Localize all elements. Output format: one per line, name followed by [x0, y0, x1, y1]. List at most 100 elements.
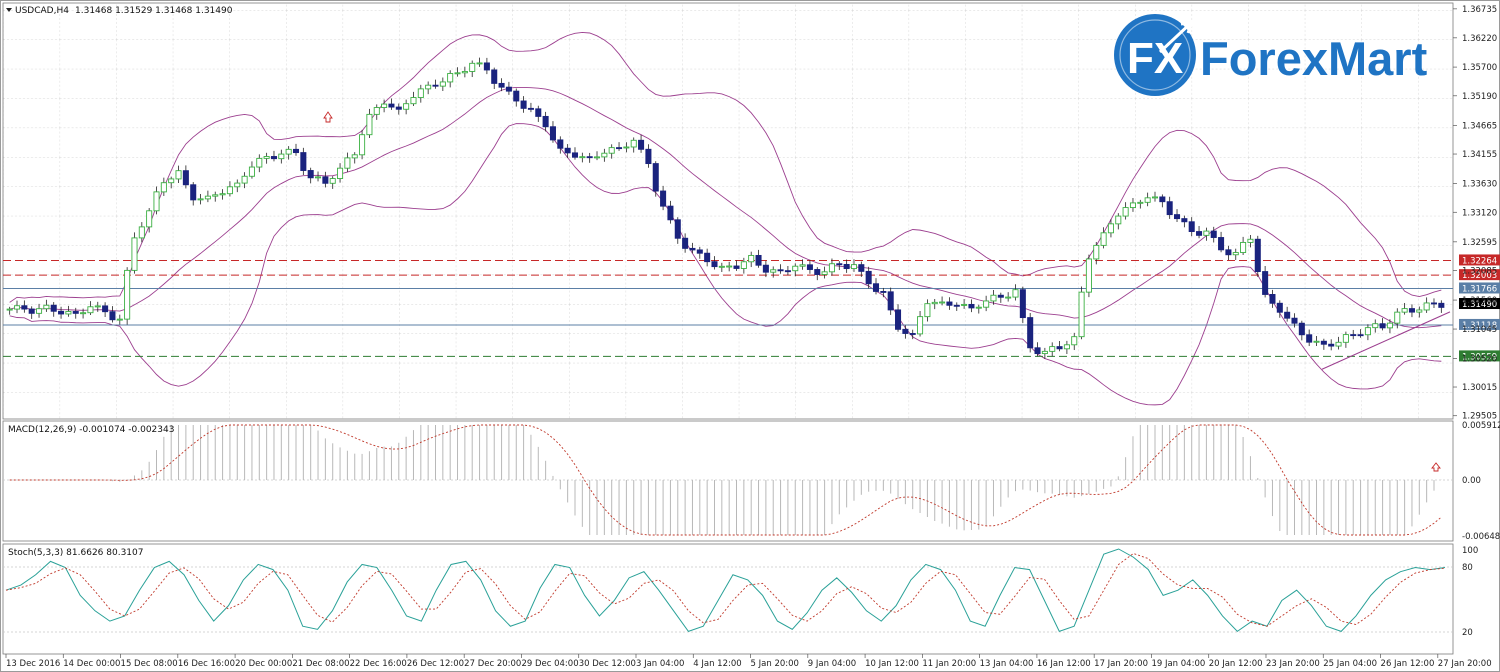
macd-title: MACD(12,26,9) -0.001074 -0.002343 [8, 425, 174, 435]
candle-body [160, 182, 167, 193]
candle-body [50, 304, 57, 312]
candle-body [674, 219, 681, 239]
candle-body [549, 126, 556, 141]
bollinger-middle-band [9, 86, 1442, 329]
time-tick-label: 16 Dec 16:00 [178, 659, 235, 669]
price-tick-label: 1.29505 [1462, 412, 1497, 422]
main-price-pane[interactable]: 1.32264 1.32003 1.31766 1.31490 1.31118 1.305… [2, 2, 1500, 422]
candle-body [1408, 308, 1415, 313]
candle-body [564, 147, 571, 154]
time-tick-label: 20 Jan 12:00 [1209, 659, 1263, 669]
price-tag: 1.30559 [1459, 350, 1500, 362]
candle-body [1056, 346, 1063, 350]
candle-body [593, 156, 601, 159]
candle-body [616, 147, 623, 150]
trendline[interactable] [1321, 311, 1451, 370]
candle-body [403, 103, 410, 110]
candle-body [733, 265, 740, 269]
candle-body [1401, 308, 1408, 313]
stoch-tick-label: 20 [1462, 628, 1473, 638]
candle-body [1276, 302, 1283, 313]
candle-body [300, 152, 307, 171]
price-tick-label: 1.33630 [1462, 180, 1497, 190]
candle-body [1386, 322, 1393, 329]
price-tick-label: 1.34665 [1462, 121, 1497, 131]
price-tag-label: 1.31490 [1462, 300, 1497, 310]
candle-body [645, 148, 652, 165]
candle-body [153, 191, 160, 212]
candle-body [924, 303, 931, 318]
price-tick-label: 1.32595 [1462, 238, 1497, 248]
candle-body [806, 264, 813, 270]
candle-body [461, 71, 468, 74]
time-tick-label: 27 Jan 20:00 [1438, 659, 1492, 669]
price-tick-label: 1.36220 [1462, 34, 1497, 44]
candle-body [168, 178, 175, 184]
candle-body [102, 305, 109, 313]
candle-body [777, 269, 784, 272]
time-tick-label: 26 Dec 12:00 [407, 659, 464, 669]
stochastic-pane[interactable]: Stoch(5,3,3) 81.6626 80.3107 100 80 20 [2, 543, 1478, 655]
candle-body [381, 103, 388, 108]
candle-body [799, 264, 806, 267]
candle-body [1379, 323, 1386, 329]
candle-body [80, 312, 87, 315]
candle-body [359, 134, 366, 156]
time-tick-label: 30 Dec 12:00 [579, 659, 636, 669]
time-tick-label: 10 Jan 12:00 [865, 659, 919, 669]
candle-body [1254, 238, 1261, 273]
candle-body [571, 152, 579, 158]
price-axis: 1.36735 1.36220 1.35700 1.35190 1.34665 1.341… [1453, 5, 1497, 422]
candle-body [1298, 322, 1305, 336]
candle-body [1166, 201, 1173, 216]
candle-body [652, 163, 659, 192]
candle-body [792, 265, 799, 272]
candle-body [72, 311, 79, 314]
time-tick-label: 13 Dec 2016 [6, 659, 60, 669]
macd-pane[interactable]: MACD(12,26,9) -0.001074 -0.002343 0.0059… [2, 420, 1500, 542]
candle-body [623, 146, 630, 149]
candle-body [527, 107, 534, 110]
time-tick-label: 20 Dec 00:00 [235, 659, 292, 669]
candle-body [557, 139, 564, 149]
bollinger-bands [9, 32, 1442, 406]
logo-wordmark: ForexMart [1200, 32, 1428, 85]
candle-body [234, 182, 241, 188]
price-tag-label: 1.31766 [1462, 284, 1497, 294]
time-tick-label: 19 Jan 04:00 [1151, 659, 1205, 669]
dropdown-triangle-icon[interactable] [6, 8, 12, 12]
candle-body [28, 308, 35, 314]
candlestick-series [6, 57, 1445, 359]
candle-body [1416, 309, 1423, 313]
macd-tick-label: 0.005912 [1462, 421, 1500, 431]
candle-body [997, 294, 1004, 298]
candle-body [608, 147, 615, 154]
price-tick-label: 1.31560 [1462, 296, 1497, 306]
candle-body [630, 139, 637, 148]
time-tick-label: 4 Jan 12:00 [693, 659, 741, 669]
time-tick-label: 11 Jan 20:00 [922, 659, 976, 669]
candle-body [1210, 230, 1217, 238]
candle-body [505, 86, 512, 92]
macd-histogram [9, 424, 1442, 536]
horizontal-levels[interactable]: 1.32264 1.32003 1.31766 1.31490 1.31118 1.305… [3, 254, 1500, 362]
candle-body [476, 62, 483, 65]
candle-body [263, 156, 270, 159]
candle-body [1218, 237, 1225, 251]
time-axis: 13 Dec 2016 14 Dec 00:00 15 Dec 08:00 16 De… [5, 654, 1492, 669]
candle-body [1005, 296, 1012, 299]
candle-body [13, 305, 21, 310]
candle-body [116, 318, 123, 321]
candle-body [366, 113, 373, 136]
time-tick-label: 22 Dec 16:00 [350, 659, 407, 669]
candle-body [315, 176, 322, 179]
candle-body [58, 310, 65, 315]
candle-body [87, 306, 94, 314]
support-trendline[interactable] [1321, 311, 1451, 370]
candle-body [1027, 317, 1034, 349]
time-tick-label: 9 Jan 04:00 [808, 659, 856, 669]
candle-body [850, 264, 858, 270]
candle-body [226, 186, 233, 195]
candle-body [1394, 311, 1401, 324]
candle-body [410, 97, 417, 105]
